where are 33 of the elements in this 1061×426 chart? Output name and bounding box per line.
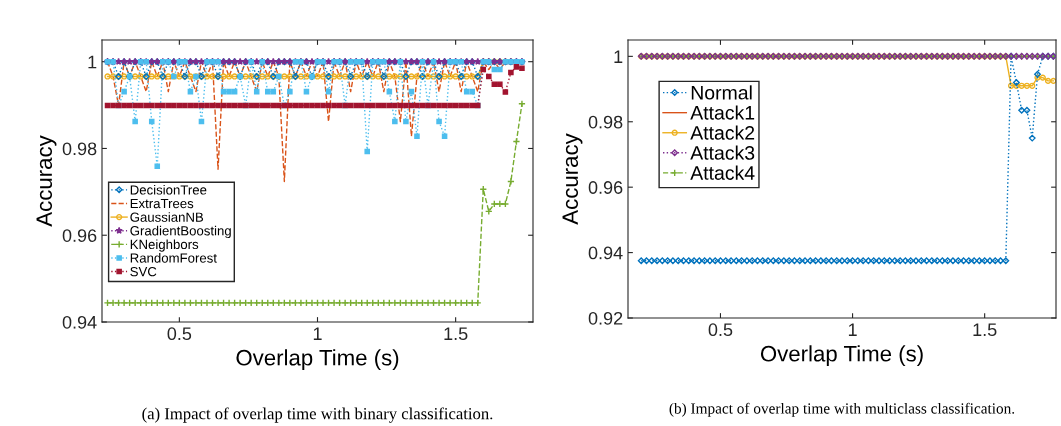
x-tick-label: 1.5 <box>444 327 468 341</box>
y-tick-label: 0.96 <box>62 229 97 242</box>
x-axis-title: Overlap Time (s) <box>760 345 923 366</box>
legend-label: SVC <box>130 266 157 277</box>
y-axis-title: Accuracy <box>562 133 583 225</box>
x-axis-title: Overlap Time (s) <box>236 349 399 370</box>
legend-label: KNeighbors <box>130 239 199 252</box>
x-tick-label: 0.5 <box>708 323 733 337</box>
y-tick-label: 1 <box>88 55 97 69</box>
legend-label: Normal <box>691 85 752 100</box>
text: (b) Impact of overlap time with multiclass classification. <box>669 402 1015 417</box>
x-tick-label: 0.5 <box>167 327 192 341</box>
legend-label: RandomForest <box>130 253 217 263</box>
legend-label: GradientBoosting <box>130 225 231 239</box>
legend-label: Attack3 <box>690 145 755 160</box>
legend-label: Attack2 <box>690 125 755 140</box>
text: (a) Impact of overlap time with binary classification. <box>142 407 493 423</box>
y-tick-label: 0.96 <box>588 181 623 194</box>
y-tick-label: 0.94 <box>588 246 623 260</box>
y-tick-label: 0.94 <box>62 315 97 329</box>
y-tick-label: 0.98 <box>588 115 623 129</box>
legend-label: DecisionTree <box>130 184 207 195</box>
y-tick-label: 0.92 <box>588 311 623 325</box>
y-axis-title: Accuracy <box>36 135 57 227</box>
x-tick-label: 1 <box>848 323 857 336</box>
legend-label: ExtraTrees <box>130 199 194 209</box>
y-tick-label: 0.98 <box>62 142 97 156</box>
legend-label: Attack4 <box>690 165 755 180</box>
x-tick-label: 1.5 <box>973 323 997 337</box>
y-tick-label: 1 <box>614 50 623 63</box>
x-tick-label: 1 <box>313 327 322 340</box>
legend-label: Attack1 <box>690 105 755 120</box>
legend-label: GaussianNB <box>130 212 204 222</box>
